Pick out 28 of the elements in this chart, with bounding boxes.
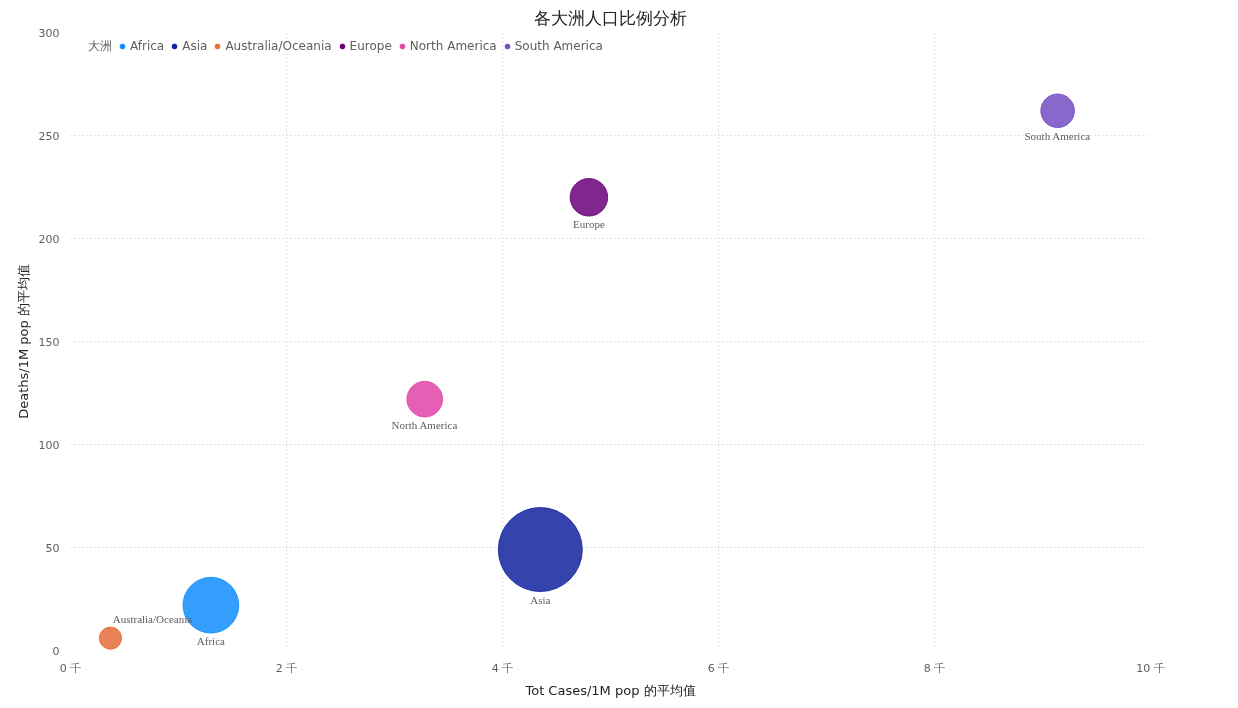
y-tick-label: 150 (38, 335, 60, 349)
y-tick-label: 250 (38, 129, 60, 143)
text: Europe (573, 218, 605, 231)
y-axis-title: Deaths/1M pop 的平均值 (15, 264, 31, 419)
x-tick-label: 4 千 (491, 661, 514, 675)
text: North America (391, 419, 458, 431)
y-tick-label: 100 (38, 438, 60, 452)
x-axis-title: Tot Cases/1M pop 的平均值 (524, 682, 696, 698)
x-tick-label: 0 千 (59, 661, 82, 675)
legend-label: Asia (182, 39, 208, 53)
text: Africa (196, 635, 225, 648)
legend-label: Australia/Oceania (225, 39, 332, 53)
chart-title: 各大洲人口比例分析 (534, 7, 687, 28)
x-tick-label: 8 千 (923, 661, 946, 675)
y-tick-label: 200 (38, 232, 60, 246)
x-tick-label: 2 千 (275, 661, 298, 675)
legend-label: Europe (349, 39, 392, 53)
legend-label: Africa (130, 39, 165, 53)
y-tick-label: 50 (45, 541, 60, 555)
x-tick-label: 6 千 (707, 661, 730, 675)
y-tick-label: 300 (38, 26, 60, 40)
legend-label: North America (409, 39, 497, 53)
text: Asia (530, 593, 551, 606)
text: South America (1024, 129, 1091, 142)
y-tick-label: 0 (52, 644, 60, 658)
legend-title: 大洲 (88, 37, 112, 55)
legend-label: South America (514, 39, 603, 53)
x-tick-label: 10 千 (1136, 661, 1165, 675)
